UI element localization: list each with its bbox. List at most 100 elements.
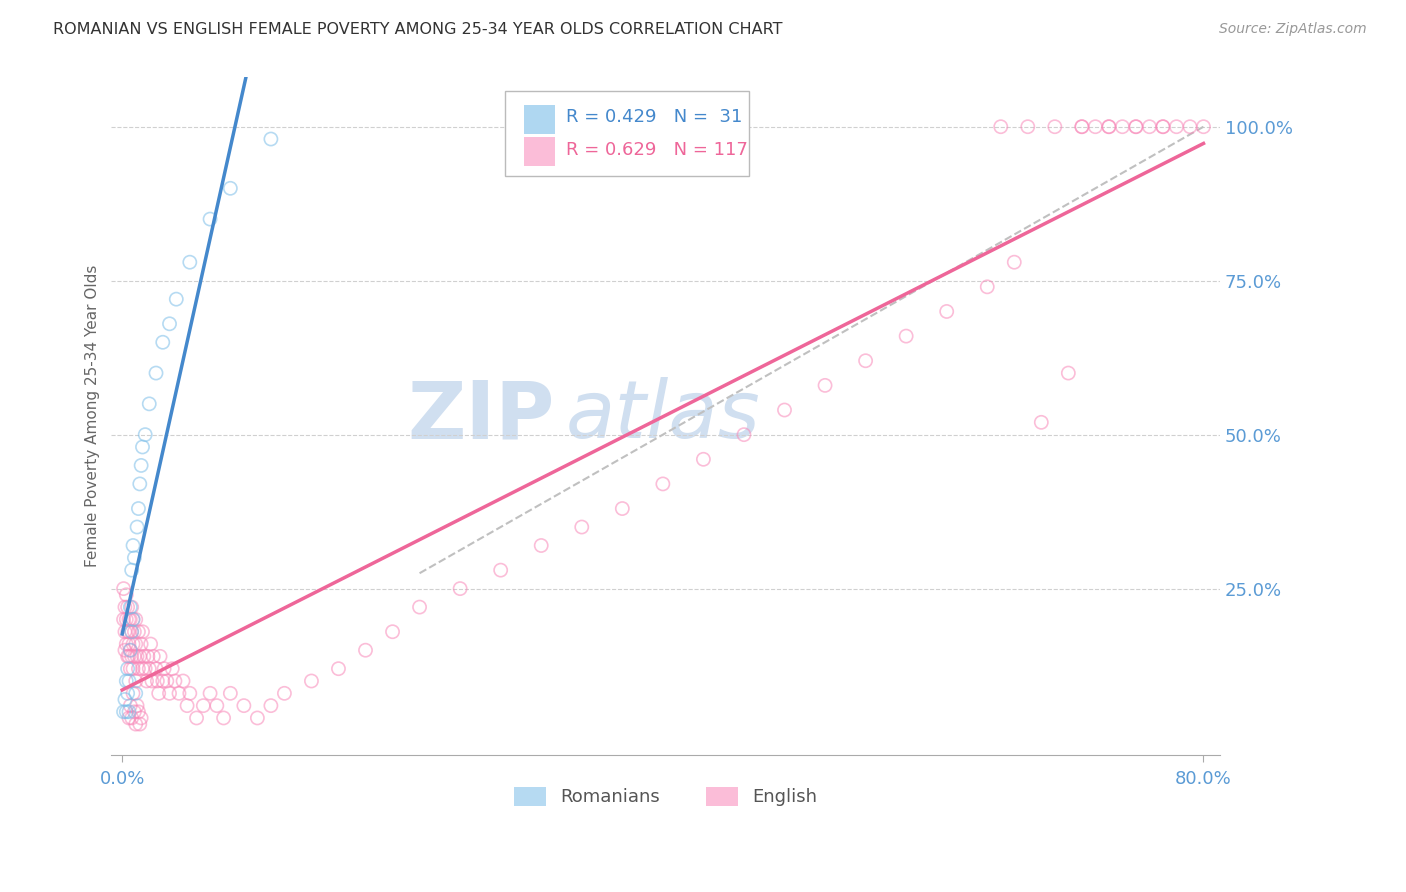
- English: [1031, 415, 1053, 429]
- English: [246, 711, 269, 725]
- FancyBboxPatch shape: [505, 91, 748, 176]
- English: [128, 649, 150, 664]
- English: [131, 624, 153, 639]
- English: [205, 698, 228, 713]
- English: [138, 662, 160, 676]
- English: [127, 624, 149, 639]
- Text: R = 0.629   N = 117: R = 0.629 N = 117: [565, 141, 748, 159]
- English: [115, 612, 138, 626]
- English: [112, 582, 135, 596]
- English: [121, 600, 143, 615]
- Y-axis label: Female Poverty Among 25-34 Year Olds: Female Poverty Among 25-34 Year Olds: [86, 265, 100, 567]
- English: [129, 637, 152, 651]
- Text: Source: ZipAtlas.com: Source: ZipAtlas.com: [1219, 22, 1367, 37]
- English: [773, 403, 796, 417]
- English: [141, 673, 163, 688]
- English: [1017, 120, 1039, 134]
- FancyBboxPatch shape: [523, 137, 555, 166]
- English: [145, 662, 167, 676]
- English: [117, 624, 139, 639]
- Romanians: [122, 612, 145, 626]
- English: [122, 612, 145, 626]
- English: [152, 673, 174, 688]
- English: [1098, 120, 1121, 134]
- Romanians: [117, 686, 139, 700]
- English: [990, 120, 1012, 134]
- English: [193, 698, 215, 713]
- English: [117, 649, 139, 664]
- Romanians: [121, 624, 143, 639]
- English: [121, 624, 143, 639]
- Romanians: [127, 501, 149, 516]
- English: [153, 662, 176, 676]
- Text: atlas: atlas: [565, 377, 761, 455]
- Romanians: [120, 600, 142, 615]
- English: [179, 686, 201, 700]
- English: [1043, 120, 1066, 134]
- English: [212, 711, 235, 725]
- English: [118, 711, 141, 725]
- English: [146, 673, 169, 688]
- English: [814, 378, 837, 392]
- English: [125, 717, 148, 731]
- English: [120, 612, 142, 626]
- English: [114, 643, 136, 657]
- English: [136, 649, 159, 664]
- Legend: Romanians, English: Romanians, English: [506, 780, 825, 814]
- English: [118, 612, 141, 626]
- English: [115, 637, 138, 651]
- English: [1125, 120, 1147, 134]
- English: [1084, 120, 1107, 134]
- English: [571, 520, 593, 534]
- English: [124, 649, 146, 664]
- English: [117, 600, 139, 615]
- Romanians: [165, 292, 187, 306]
- English: [273, 686, 295, 700]
- English: [121, 711, 143, 725]
- English: [131, 662, 153, 676]
- English: [976, 280, 998, 294]
- English: [1178, 120, 1201, 134]
- English: [127, 705, 149, 719]
- English: [134, 662, 156, 676]
- Romanians: [179, 255, 201, 269]
- Romanians: [124, 550, 146, 565]
- English: [1098, 120, 1121, 134]
- English: [127, 662, 149, 676]
- English: [1166, 120, 1188, 134]
- English: [148, 686, 170, 700]
- Romanians: [122, 539, 145, 553]
- English: [132, 649, 155, 664]
- English: [159, 686, 181, 700]
- English: [260, 698, 283, 713]
- English: [125, 612, 148, 626]
- English: [118, 637, 141, 651]
- Text: R = 0.429   N =  31: R = 0.429 N = 31: [565, 109, 742, 127]
- English: [156, 673, 179, 688]
- Romanians: [118, 705, 141, 719]
- Romanians: [219, 181, 242, 195]
- English: [1070, 120, 1092, 134]
- English: [219, 686, 242, 700]
- English: [142, 649, 165, 664]
- English: [449, 582, 471, 596]
- Romanians: [117, 662, 139, 676]
- English: [122, 637, 145, 651]
- Romanians: [138, 397, 160, 411]
- English: [114, 600, 136, 615]
- English: [1057, 366, 1080, 380]
- English: [1139, 120, 1161, 134]
- English: [160, 662, 183, 676]
- Romanians: [198, 212, 221, 227]
- English: [167, 686, 190, 700]
- English: [733, 427, 755, 442]
- Romanians: [120, 643, 142, 657]
- English: [1192, 120, 1215, 134]
- English: [115, 588, 138, 602]
- English: [1111, 120, 1133, 134]
- English: [1002, 255, 1025, 269]
- English: [381, 624, 404, 639]
- English: [127, 649, 149, 664]
- English: [125, 673, 148, 688]
- English: [149, 649, 172, 664]
